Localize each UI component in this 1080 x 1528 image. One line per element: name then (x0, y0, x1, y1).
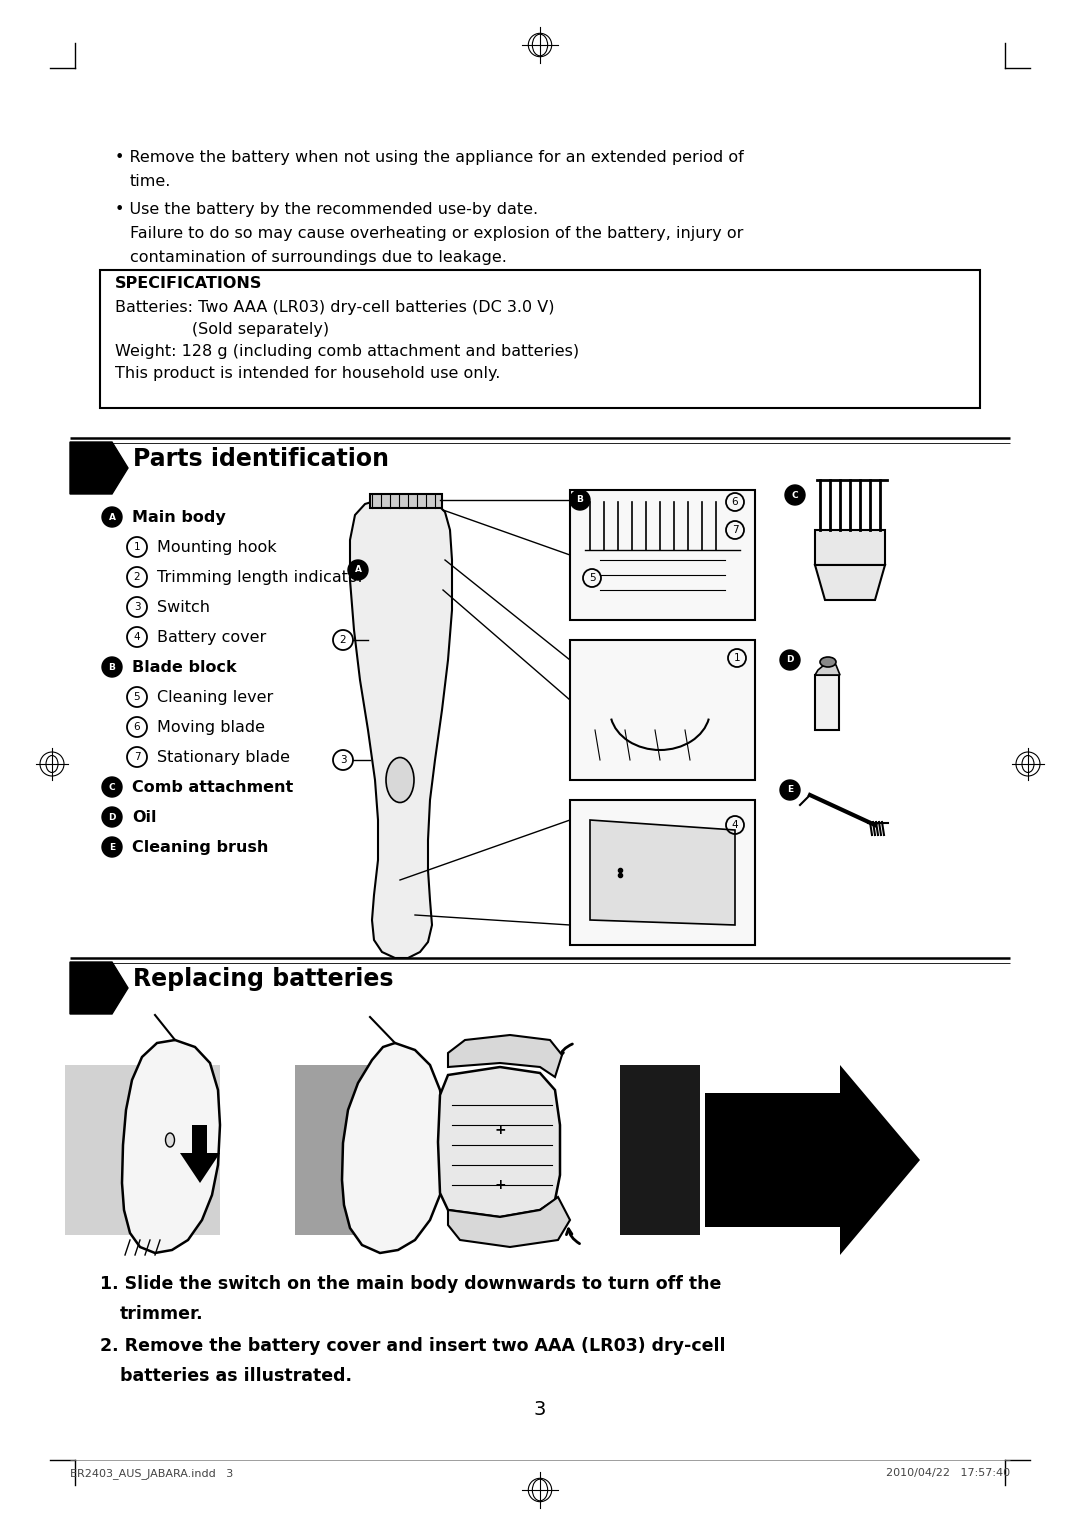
Text: A: A (354, 565, 362, 575)
Bar (570, 801, 755, 944)
Bar (370, 494, 442, 507)
Text: Parts identification: Parts identification (133, 448, 389, 471)
Text: • Remove the battery when not using the appliance for an extended period of: • Remove the battery when not using the … (114, 150, 744, 165)
Circle shape (780, 779, 800, 801)
Bar (65, 1065, 220, 1235)
Text: 3: 3 (534, 1400, 546, 1420)
Circle shape (102, 837, 122, 857)
Polygon shape (342, 1044, 445, 1253)
Text: 6: 6 (134, 723, 140, 732)
Text: ER2403_AUS_JABARA.indd   3: ER2403_AUS_JABARA.indd 3 (70, 1468, 233, 1479)
Text: Comb attachment: Comb attachment (132, 779, 294, 795)
Bar (570, 490, 755, 620)
Text: 7: 7 (134, 752, 140, 762)
Text: 4: 4 (731, 821, 739, 830)
Text: C: C (109, 782, 116, 792)
Text: 1. Slide the switch on the main body downwards to turn off the: 1. Slide the switch on the main body dow… (100, 1274, 721, 1293)
Text: E: E (109, 842, 116, 851)
Text: Switch: Switch (157, 601, 210, 614)
Circle shape (570, 490, 590, 510)
Text: D: D (108, 813, 116, 822)
Text: batteries as illustrated.: batteries as illustrated. (120, 1368, 352, 1384)
Polygon shape (180, 1125, 220, 1183)
Text: E: E (787, 785, 793, 795)
Text: +: + (495, 1123, 505, 1137)
Text: 3: 3 (134, 602, 140, 613)
Polygon shape (438, 1067, 561, 1216)
Text: Battery cover: Battery cover (157, 630, 267, 645)
Polygon shape (350, 498, 453, 958)
Bar (295, 1065, 415, 1235)
Text: (Sold separately): (Sold separately) (114, 322, 329, 338)
Text: D: D (786, 656, 794, 665)
Text: 5: 5 (589, 573, 595, 584)
Bar (100, 270, 980, 408)
Text: trimmer.: trimmer. (120, 1305, 204, 1323)
Text: time.: time. (130, 174, 172, 189)
Polygon shape (705, 1065, 920, 1254)
Text: +: + (495, 1178, 505, 1192)
Text: Replacing batteries: Replacing batteries (133, 967, 393, 992)
Text: C: C (792, 490, 798, 500)
Text: Stationary blade: Stationary blade (157, 750, 291, 766)
Text: Trimming length indicator: Trimming length indicator (157, 570, 365, 585)
Circle shape (780, 649, 800, 669)
Text: 2: 2 (340, 636, 347, 645)
Polygon shape (70, 963, 129, 1015)
Bar (815, 530, 885, 565)
Text: 7: 7 (731, 526, 739, 535)
Polygon shape (448, 1196, 570, 1247)
Text: SPECIFICATIONS: SPECIFICATIONS (114, 277, 262, 290)
Polygon shape (815, 662, 840, 675)
Text: B: B (577, 495, 583, 504)
Text: Cleaning brush: Cleaning brush (132, 840, 268, 856)
Ellipse shape (165, 1132, 175, 1148)
Polygon shape (590, 821, 735, 924)
Circle shape (102, 507, 122, 527)
Text: 3: 3 (340, 755, 347, 766)
Ellipse shape (386, 758, 414, 802)
Circle shape (348, 559, 368, 581)
Polygon shape (122, 1041, 220, 1253)
Text: This product is intended for household use only.: This product is intended for household u… (114, 367, 500, 380)
Text: Main body: Main body (132, 510, 226, 526)
Circle shape (102, 778, 122, 798)
Bar (570, 640, 755, 779)
Text: 2010/04/22   17:57:40: 2010/04/22 17:57:40 (886, 1468, 1010, 1478)
Text: contamination of surroundings due to leakage.: contamination of surroundings due to lea… (130, 251, 507, 264)
Text: Failure to do so may cause overheating or explosion of the battery, injury or: Failure to do so may cause overheating o… (130, 226, 743, 241)
Polygon shape (70, 442, 129, 494)
Circle shape (102, 657, 122, 677)
Text: 5: 5 (134, 692, 140, 701)
Text: 2: 2 (134, 571, 140, 582)
Text: B: B (109, 663, 116, 671)
Text: 2. Remove the battery cover and insert two AAA (LR03) dry-cell: 2. Remove the battery cover and insert t… (100, 1337, 726, 1355)
Text: • Use the battery by the recommended use-by date.: • Use the battery by the recommended use… (114, 202, 538, 217)
Text: Moving blade: Moving blade (157, 720, 265, 735)
Polygon shape (448, 1034, 562, 1077)
Text: 1: 1 (134, 542, 140, 552)
Circle shape (785, 484, 805, 504)
Bar (620, 1065, 700, 1235)
Text: 1: 1 (733, 652, 740, 663)
Polygon shape (815, 565, 885, 601)
Text: Weight: 128 g (including comb attachment and batteries): Weight: 128 g (including comb attachment… (114, 344, 579, 359)
Circle shape (102, 807, 122, 827)
Bar (815, 675, 839, 730)
Text: 6: 6 (731, 497, 739, 507)
Text: Cleaning lever: Cleaning lever (157, 691, 273, 704)
Text: Oil: Oil (132, 810, 157, 825)
Text: Mounting hook: Mounting hook (157, 539, 276, 555)
Text: A: A (108, 512, 116, 521)
Ellipse shape (820, 657, 836, 668)
Text: Blade block: Blade block (132, 660, 237, 675)
Text: Batteries: Two AAA (LR03) dry-cell batteries (DC 3.0 V): Batteries: Two AAA (LR03) dry-cell batte… (114, 299, 554, 315)
Text: 4: 4 (134, 633, 140, 642)
